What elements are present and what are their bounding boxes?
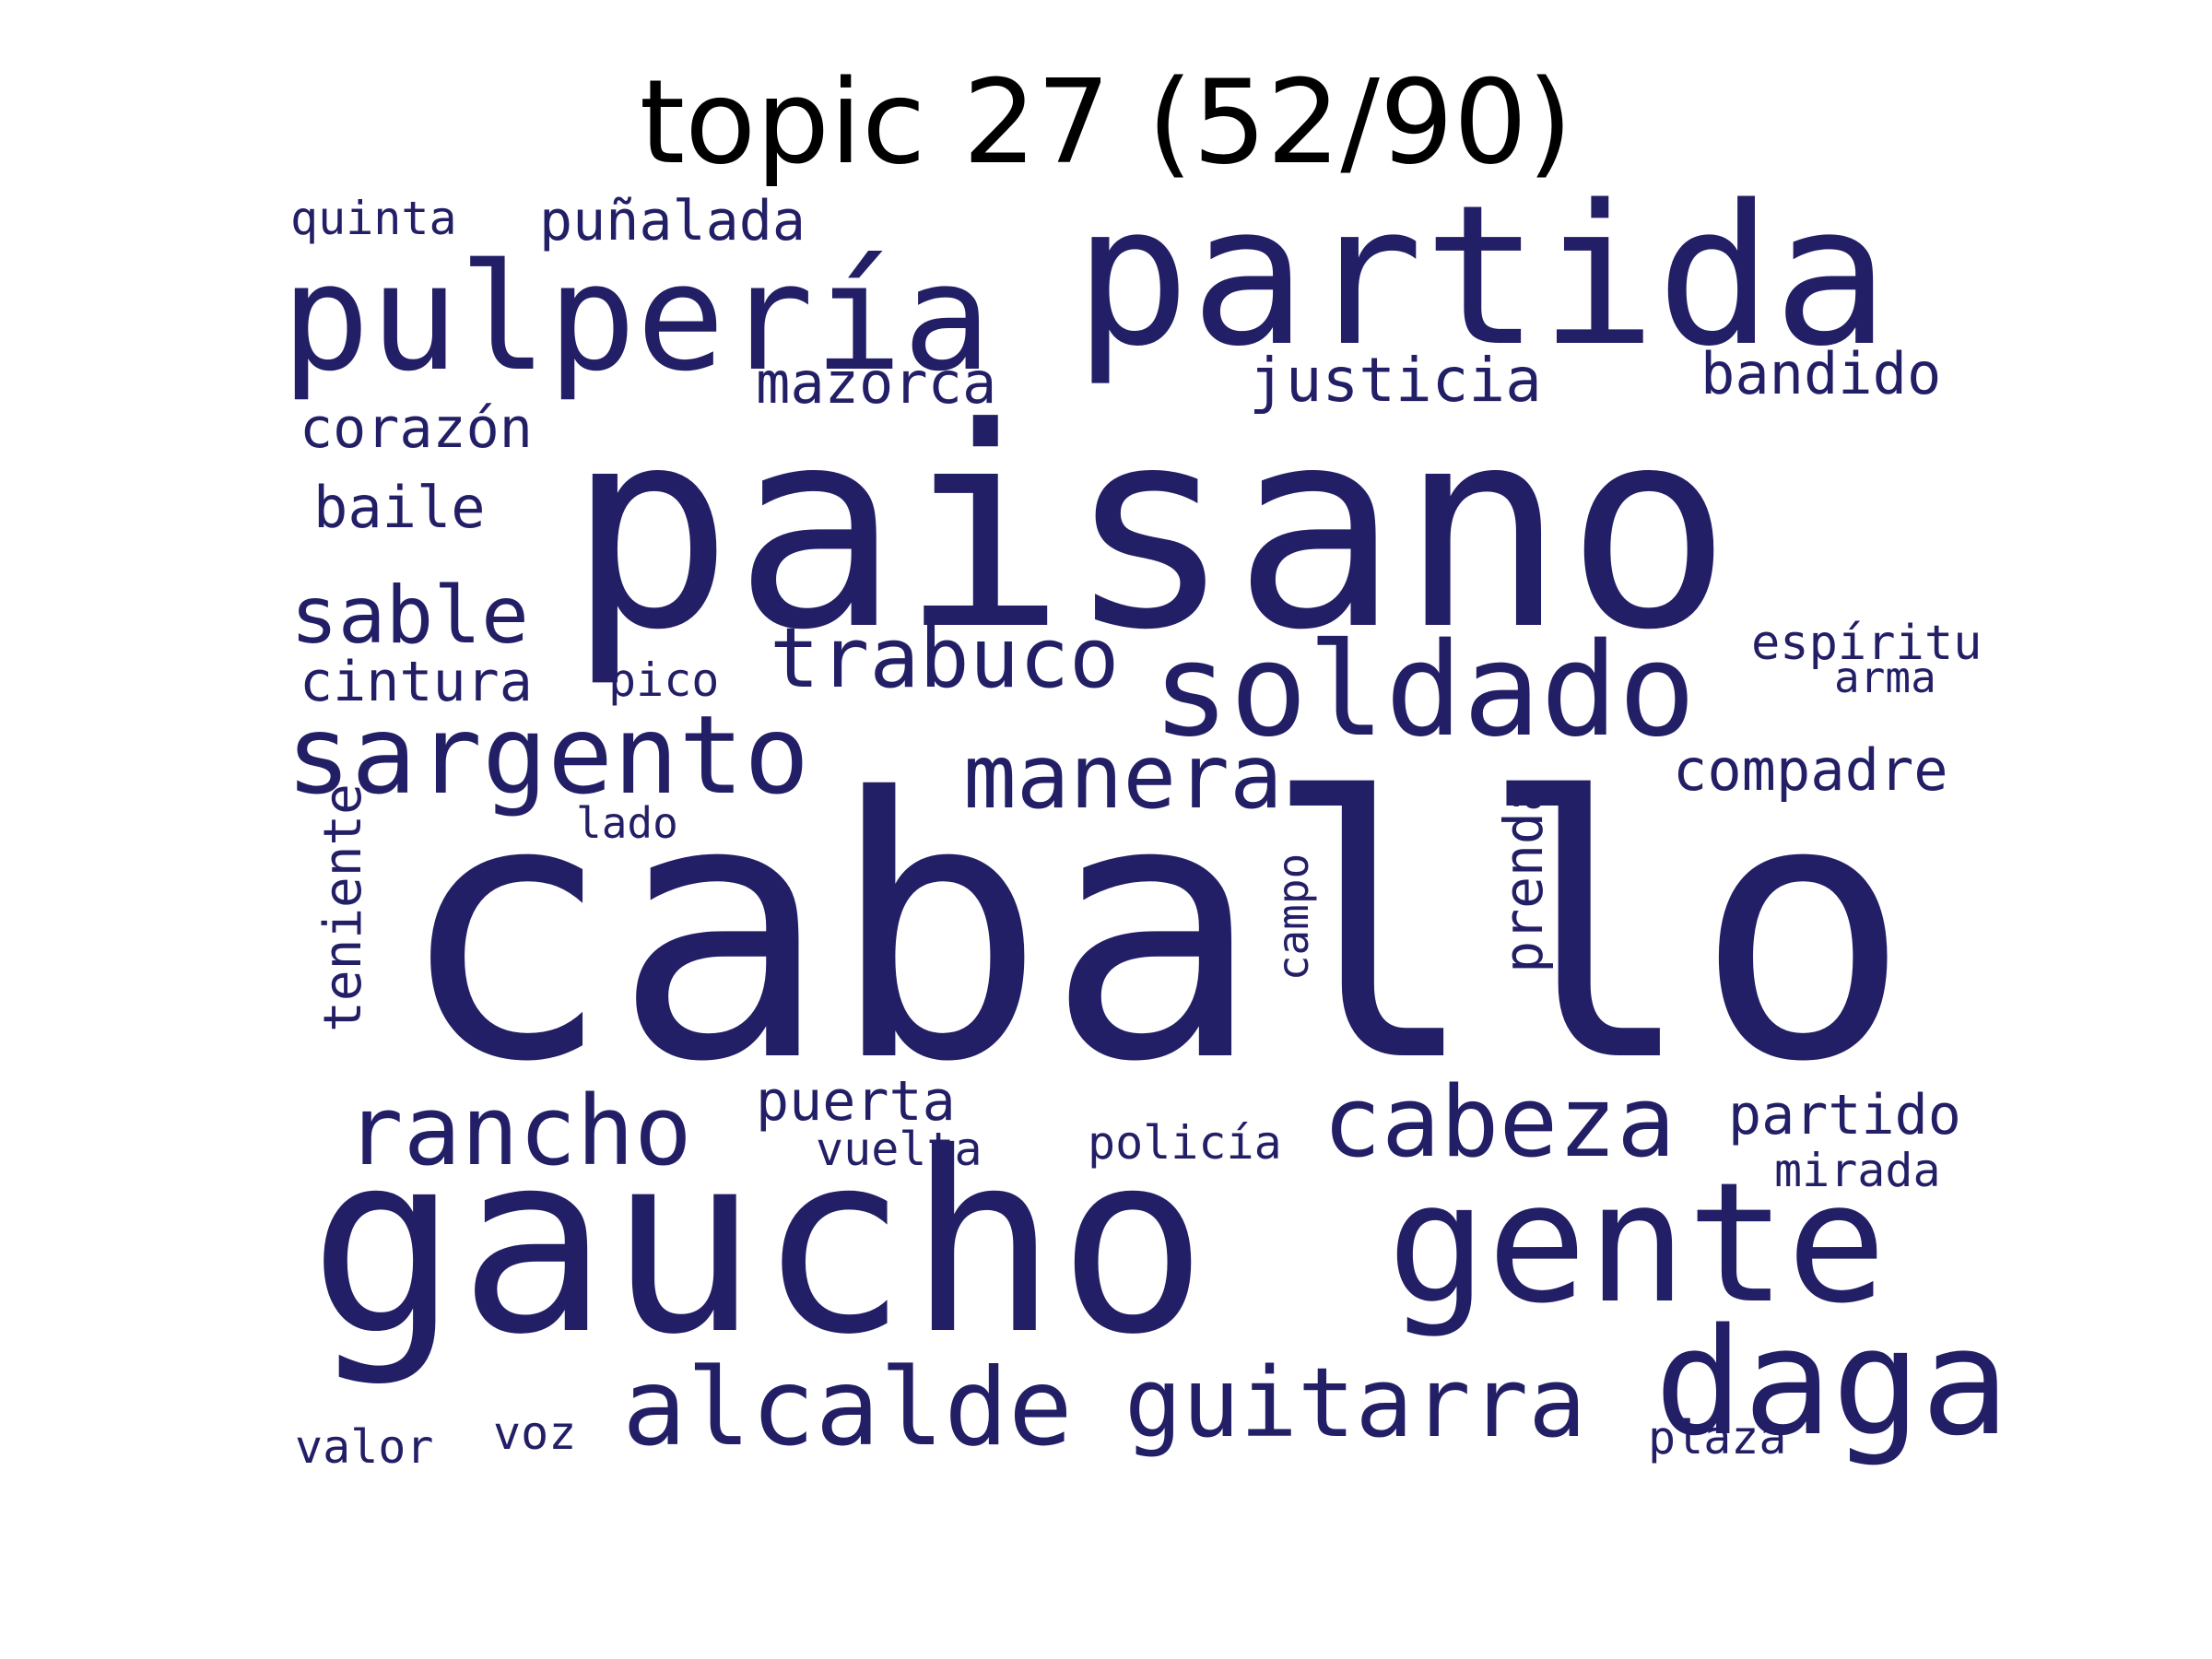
word-mazorca: mazorca [756, 349, 997, 417]
word-espiritu: espíritu [1751, 616, 1983, 671]
word-cabeza: cabeza [1323, 1065, 1676, 1179]
word-rancho: rancho [346, 1075, 692, 1187]
word-compadre: compadre [1673, 736, 1948, 804]
word-guitarra: guitarra [1124, 1347, 1586, 1459]
word-mirada: mirada [1774, 1144, 1941, 1197]
word-trabuco: trabuco [770, 610, 1120, 707]
title: topic 27 (52/90) [639, 54, 1573, 190]
word-baile: baile [313, 474, 486, 541]
word-campo: campo [1268, 853, 1318, 982]
word-gente: gente [1387, 1147, 1887, 1340]
word-lado: lado [576, 798, 678, 848]
word-corazon: corazón [300, 396, 533, 461]
word-gaucho: gaucho [309, 1099, 1208, 1389]
word-manera: manera [963, 725, 1283, 829]
word-partido: partido [1728, 1083, 1961, 1147]
word-pulperia: pulpería [281, 231, 992, 404]
word-justicia: justicia [1249, 345, 1542, 416]
word-punalada: puñalada [539, 189, 806, 253]
word-pico: pico [608, 653, 720, 707]
word-soldado: soldado [1152, 616, 1697, 766]
word-puerta: puerta [756, 1069, 956, 1134]
word-valor: valor [295, 1420, 434, 1474]
word-caballo: caballo [396, 722, 1912, 1140]
word-sable: sable [290, 570, 529, 662]
word-bandido: bandido [1700, 340, 1942, 407]
word-vuelta: vuelta [816, 1123, 982, 1176]
word-policia: policía [1088, 1116, 1282, 1170]
word-arma: arma [1834, 653, 1936, 702]
word-plaza: plaza [1648, 1411, 1787, 1465]
word-voz: voz [493, 1406, 577, 1460]
word-daga: daga [1654, 1296, 2010, 1468]
word-partida: partida [1074, 163, 1890, 389]
word-prenda: prenda [1492, 780, 1555, 973]
word-teniente: teniente [313, 783, 373, 1032]
word-cintura: cintura [300, 650, 533, 714]
word-alcalde: alcalde [622, 1346, 1073, 1470]
word-sargento: sargento [286, 691, 810, 818]
word-paisano: paisano [567, 369, 1733, 690]
word-quinta: quinta [290, 192, 457, 245]
